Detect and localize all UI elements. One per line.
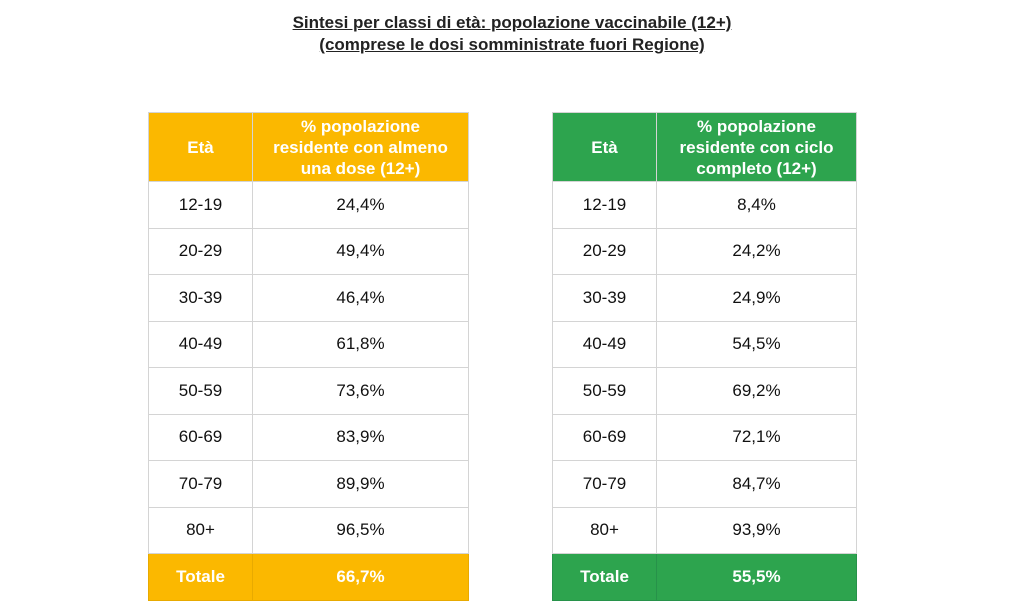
age-cell: 40-49: [148, 320, 253, 368]
percent-column-header: % popolazione residente con almeno una d…: [252, 112, 469, 182]
age-cell: 60-69: [552, 413, 657, 461]
total-value: 66,7%: [252, 553, 469, 601]
age-cell: 20-29: [552, 227, 657, 275]
table-row: 50-59 69,2%: [552, 367, 857, 415]
total-value: 55,5%: [656, 553, 857, 601]
percent-cell: 89,9%: [252, 460, 469, 508]
age-cell: 12-19: [552, 181, 657, 229]
total-label: Totale: [552, 553, 657, 601]
table-row: 40-49 61,8%: [148, 320, 469, 368]
table-row: 12-19 24,4%: [148, 181, 469, 229]
percent-cell: 96,5%: [252, 506, 469, 554]
percent-cell: 69,2%: [656, 367, 857, 415]
percent-cell: 72,1%: [656, 413, 857, 461]
age-cell: 80+: [552, 506, 657, 554]
age-cell: 80+: [148, 506, 253, 554]
title-line-1: Sintesi per classi di età: popolazione v…: [292, 13, 732, 32]
age-cell: 40-49: [552, 320, 657, 368]
table-row: 20-29 24,2%: [552, 227, 857, 275]
percent-cell: 54,5%: [656, 320, 857, 368]
percent-cell: 8,4%: [656, 181, 857, 229]
percent-cell: 46,4%: [252, 274, 469, 322]
table-header-row: Età % popolazione residente con ciclo co…: [552, 112, 857, 182]
table-row: 70-79 89,9%: [148, 460, 469, 508]
table-row: 60-69 72,1%: [552, 413, 857, 461]
percent-cell: 84,7%: [656, 460, 857, 508]
age-column-header: Età: [552, 112, 657, 182]
table-header-row: Età % popolazione residente con almeno u…: [148, 112, 469, 182]
percent-cell: 73,6%: [252, 367, 469, 415]
age-cell: 30-39: [552, 274, 657, 322]
first-dose-table: Età % popolazione residente con almeno u…: [148, 112, 469, 601]
age-cell: 70-79: [552, 460, 657, 508]
age-column-header: Età: [148, 112, 253, 182]
age-cell: 50-59: [552, 367, 657, 415]
percent-cell: 93,9%: [656, 506, 857, 554]
percent-cell: 24,4%: [252, 181, 469, 229]
percent-cell: 61,8%: [252, 320, 469, 368]
total-label: Totale: [148, 553, 253, 601]
percent-cell: 83,9%: [252, 413, 469, 461]
percent-cell: 49,4%: [252, 227, 469, 275]
table-row: 80+ 96,5%: [148, 506, 469, 554]
table-row: 40-49 54,5%: [552, 320, 857, 368]
percent-cell: 24,2%: [656, 227, 857, 275]
header-line: % popolazione: [301, 116, 420, 136]
table-row: 20-29 49,4%: [148, 227, 469, 275]
table-row: 30-39 24,9%: [552, 274, 857, 322]
table-row: 30-39 46,4%: [148, 274, 469, 322]
title-line-2: (comprese le dosi somministrate fuori Re…: [319, 35, 705, 54]
table-row: 60-69 83,9%: [148, 413, 469, 461]
header-line: una dose (12+): [300, 158, 421, 178]
total-row: Totale 66,7%: [148, 553, 469, 601]
header-line: % popolazione: [697, 116, 816, 136]
percent-cell: 24,9%: [656, 274, 857, 322]
age-cell: 12-19: [148, 181, 253, 229]
table-row: 50-59 73,6%: [148, 367, 469, 415]
header-line: residente con ciclo: [679, 137, 834, 157]
percent-column-header: % popolazione residente con ciclo comple…: [656, 112, 857, 182]
age-cell: 30-39: [148, 274, 253, 322]
full-cycle-table: Età % popolazione residente con ciclo co…: [552, 112, 857, 601]
table-row: 12-19 8,4%: [552, 181, 857, 229]
table-row: 70-79 84,7%: [552, 460, 857, 508]
header-line: residente con almeno: [273, 137, 448, 157]
age-cell: 70-79: [148, 460, 253, 508]
age-cell: 50-59: [148, 367, 253, 415]
total-row: Totale 55,5%: [552, 553, 857, 601]
header-line: completo (12+): [696, 158, 817, 178]
age-cell: 20-29: [148, 227, 253, 275]
table-row: 80+ 93,9%: [552, 506, 857, 554]
age-cell: 60-69: [148, 413, 253, 461]
page-title: Sintesi per classi di età: popolazione v…: [0, 12, 1024, 56]
